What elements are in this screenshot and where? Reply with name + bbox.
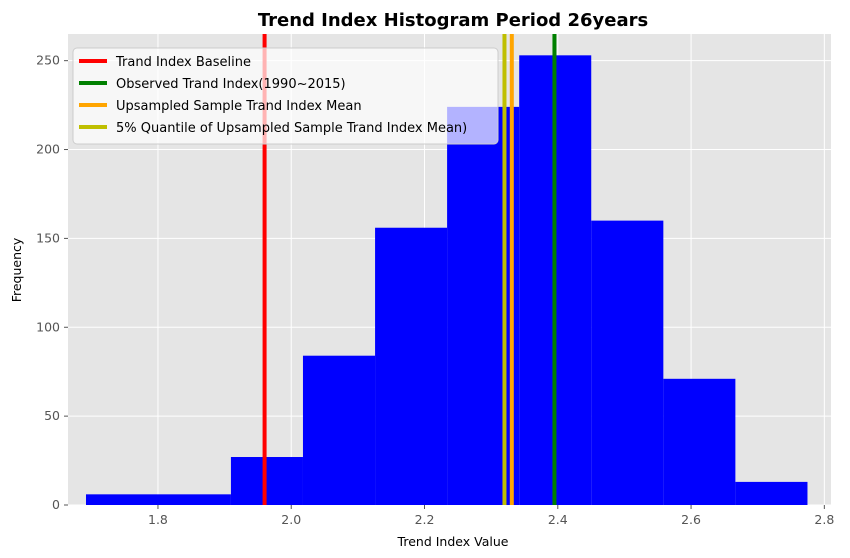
histogram-bar xyxy=(735,481,808,505)
histogram-bar xyxy=(375,227,448,506)
chart-title: Trend Index Histogram Period 26years xyxy=(258,10,648,31)
y-tick-label: 100 xyxy=(36,319,60,334)
x-axis-ticks: 1.8 2.0 2.2 2.4 2.6 2.8 xyxy=(148,505,834,527)
x-tick-label: 2.8 xyxy=(814,512,834,527)
y-axis-label: Frequency xyxy=(9,237,24,302)
y-axis-ticks: 0 50 100 150 200 250 xyxy=(36,53,68,512)
histogram-bar xyxy=(302,355,376,505)
legend: Trand Index Baseline Observed Trand Index… xyxy=(72,47,499,145)
histogram-bar xyxy=(230,457,303,505)
y-tick-label: 250 xyxy=(36,53,60,68)
y-tick-label: 150 xyxy=(36,230,60,245)
legend-label: Observed Trand Index(1990~2015) xyxy=(116,77,346,92)
x-tick-label: 2.2 xyxy=(415,512,435,527)
y-tick-label: 0 xyxy=(52,497,60,512)
histogram-bar xyxy=(663,378,736,505)
x-tick-label: 2.4 xyxy=(548,512,568,527)
x-tick-label: 1.8 xyxy=(148,512,168,527)
legend-label: Upsampled Sample Trand Index Mean xyxy=(116,99,362,114)
histogram-bar xyxy=(447,106,520,505)
histogram-bar xyxy=(85,494,231,505)
y-tick-label: 50 xyxy=(44,408,60,423)
x-tick-label: 2.0 xyxy=(281,512,301,527)
legend-label: Trand Index Baseline xyxy=(115,55,251,70)
histogram-bar xyxy=(591,220,664,506)
y-tick-label: 200 xyxy=(36,142,60,157)
x-tick-label: 2.6 xyxy=(681,512,701,527)
legend-box xyxy=(72,47,499,145)
legend-label: 5% Quantile of Upsampled Sample Trand In… xyxy=(116,121,467,136)
x-axis-label: Trend Index Value xyxy=(397,534,509,549)
